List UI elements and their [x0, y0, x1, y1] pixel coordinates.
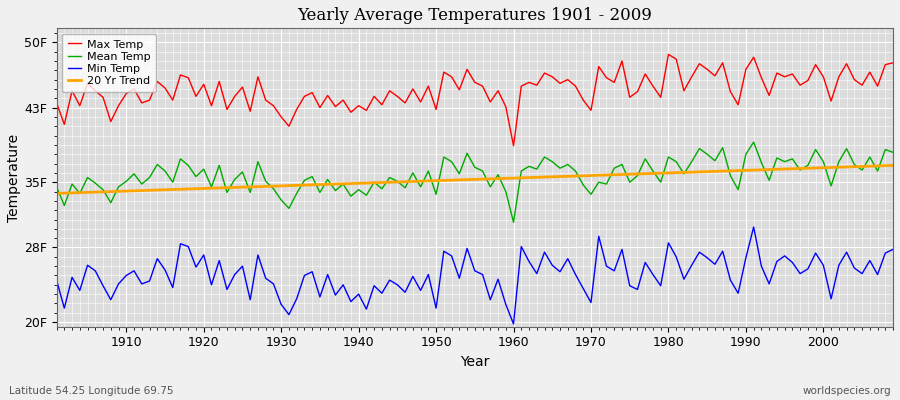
Line: 20 Yr Trend: 20 Yr Trend: [57, 166, 893, 193]
20 Yr Trend: [284, 183, 294, 188]
Text: Latitude 54.25 Longitude 69.75: Latitude 54.25 Longitude 69.75: [9, 386, 174, 396]
Max Temp: [51, 100, 62, 105]
Max Temp: [608, 80, 619, 85]
Max Temp: [516, 84, 526, 88]
Max Temp: [887, 60, 898, 65]
Min Temp: [508, 322, 519, 326]
20 Yr Trend: [113, 189, 124, 194]
Title: Yearly Average Temperatures 1901 - 2009: Yearly Average Temperatures 1901 - 2009: [297, 7, 652, 24]
Mean Temp: [887, 150, 898, 155]
20 Yr Trend: [500, 176, 511, 181]
Mean Temp: [500, 189, 511, 194]
X-axis label: Year: Year: [460, 355, 490, 369]
Line: Mean Temp: Mean Temp: [57, 142, 893, 222]
Min Temp: [500, 302, 511, 307]
20 Yr Trend: [51, 191, 62, 196]
Line: Max Temp: Max Temp: [57, 54, 893, 146]
Legend: Max Temp, Mean Temp, Min Temp, 20 Yr Trend: Max Temp, Mean Temp, Min Temp, 20 Yr Tre…: [62, 34, 156, 92]
Min Temp: [330, 293, 341, 298]
Min Temp: [748, 224, 759, 229]
Mean Temp: [330, 188, 341, 193]
Line: Min Temp: Min Temp: [57, 227, 893, 324]
20 Yr Trend: [601, 172, 612, 177]
Max Temp: [113, 103, 124, 108]
Max Temp: [500, 104, 511, 109]
Max Temp: [284, 124, 294, 129]
Mean Temp: [51, 184, 62, 189]
Max Temp: [663, 52, 674, 57]
Mean Temp: [508, 220, 519, 225]
Min Temp: [887, 247, 898, 252]
Mean Temp: [113, 184, 124, 189]
Text: worldspecies.org: worldspecies.org: [803, 386, 891, 396]
Max Temp: [508, 144, 519, 148]
Mean Temp: [748, 140, 759, 144]
20 Yr Trend: [330, 182, 341, 186]
Min Temp: [516, 244, 526, 249]
Min Temp: [284, 312, 294, 317]
Min Temp: [608, 268, 619, 273]
20 Yr Trend: [887, 163, 898, 168]
Max Temp: [330, 104, 341, 109]
Y-axis label: Temperature: Temperature: [7, 134, 21, 222]
Mean Temp: [608, 166, 619, 170]
Min Temp: [51, 278, 62, 282]
20 Yr Trend: [508, 176, 519, 180]
Mean Temp: [516, 168, 526, 173]
Min Temp: [113, 282, 124, 286]
Mean Temp: [284, 206, 294, 211]
